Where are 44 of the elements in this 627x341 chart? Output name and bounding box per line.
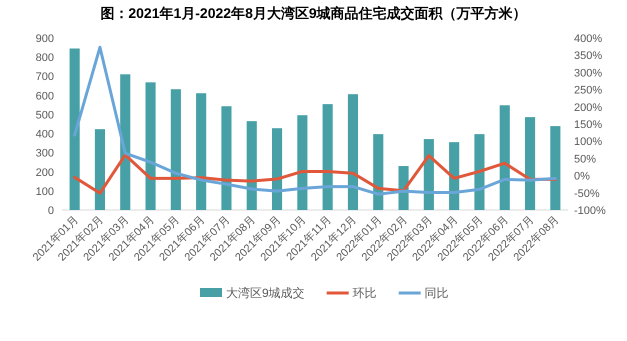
bar [550, 126, 560, 210]
bar [474, 134, 485, 210]
bar [120, 74, 130, 210]
bar [348, 94, 358, 210]
bar [524, 117, 536, 210]
y2-tick-label: -100% [574, 205, 606, 217]
y2-tick-label: 250% [574, 84, 602, 97]
y2-tick-label: 0% [574, 170, 590, 183]
bar [500, 105, 510, 210]
legend-label: 大湾区9城成交 [226, 286, 305, 300]
bar [170, 89, 181, 210]
chart-title: 图：2021年1月-2022年8月大湾区9城商品住宅成交面积（万平方米） [100, 5, 527, 21]
line-series [73, 153, 557, 195]
bar [272, 128, 282, 210]
y-tick-label: 700 [36, 71, 54, 84]
y-tick-label: 600 [36, 90, 54, 102]
bar [70, 48, 80, 210]
y2-tick-label: 300% [574, 67, 602, 80]
bar [221, 106, 232, 210]
y2-tick-label: 50% [574, 153, 596, 166]
bar [297, 115, 308, 210]
y-tick-label: 500 [36, 109, 54, 122]
y-tick-label: 300 [36, 148, 54, 160]
y2-tick-label: 350% [574, 50, 602, 62]
bar [145, 82, 156, 210]
line-series [73, 46, 557, 196]
y-tick-label: 800 [36, 52, 54, 64]
bar [94, 129, 106, 210]
bar [246, 121, 257, 210]
y2-tick-label: 100% [574, 136, 602, 148]
y-tick-label: 0 [48, 205, 54, 217]
y2-tick-label: 150% [574, 119, 602, 131]
y2-tick-label: -50% [574, 188, 600, 200]
y-tick-label: 200 [36, 166, 54, 179]
bar [196, 93, 206, 210]
y-tick-label: 400 [36, 128, 54, 141]
bar [322, 104, 333, 210]
y2-tick-label: 400% [574, 33, 602, 45]
y-tick-label: 900 [36, 33, 54, 45]
bar [373, 134, 384, 210]
y2-tick-label: 200% [574, 102, 602, 114]
legend-label: 同比 [424, 286, 449, 300]
y-tick-label: 100 [36, 186, 54, 198]
legend-label: 环比 [352, 286, 377, 300]
